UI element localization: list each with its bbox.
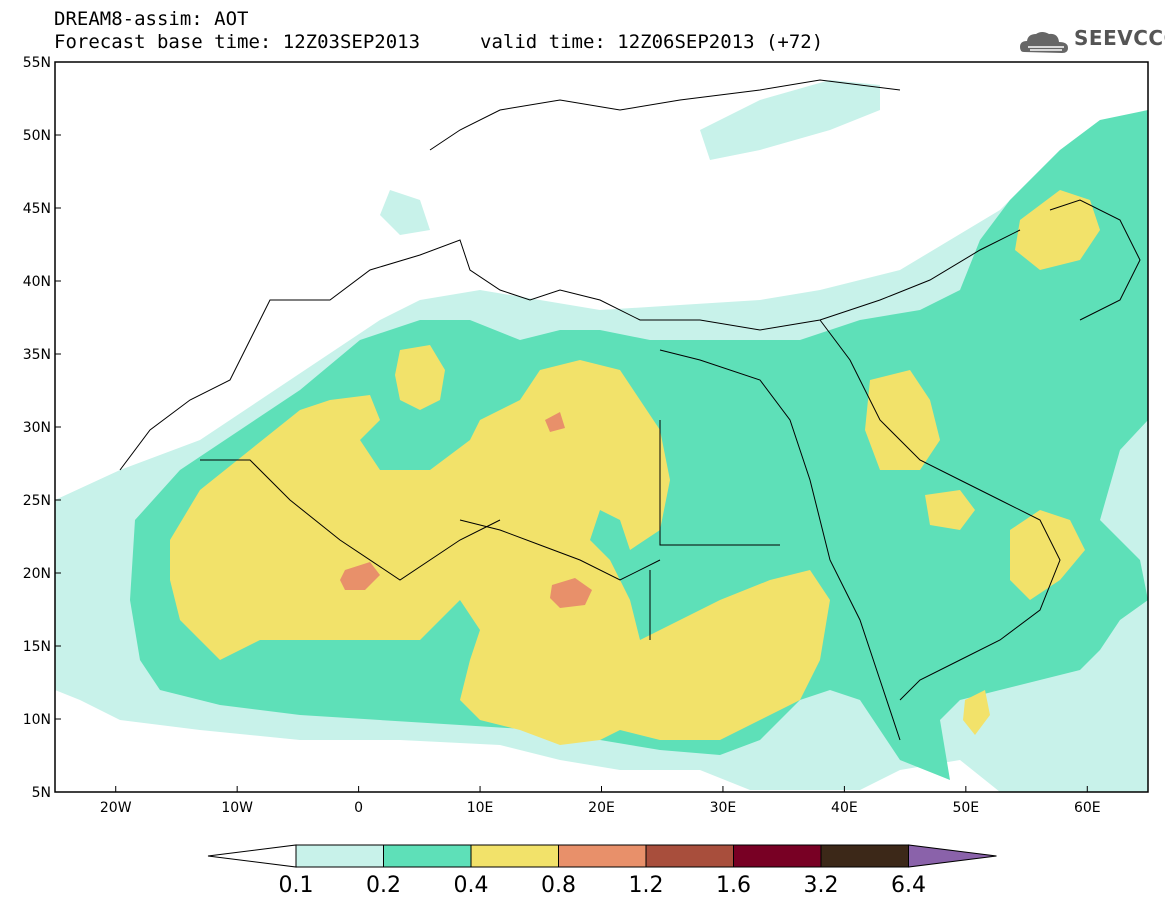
colorbar-swatch xyxy=(558,844,647,868)
y-tick-label: 45N xyxy=(23,201,51,217)
aot-area-0.4 xyxy=(1010,510,1085,600)
y-tick-label: 50N xyxy=(23,128,51,144)
colorbar-swatch xyxy=(820,844,909,868)
y-tick-label: 35N xyxy=(23,347,51,363)
aot-area-0.4 xyxy=(1015,190,1100,270)
y-tick-label: 20N xyxy=(23,566,51,582)
y-tick-label: 10N xyxy=(23,712,51,728)
x-tick-label: 10W xyxy=(221,800,253,816)
y-tick-label: 5N xyxy=(32,785,51,801)
valid-time: valid time: 12Z06SEP2013 (+72) xyxy=(480,31,824,53)
aot-area-0.8 xyxy=(340,562,380,590)
colorbar-label: 3.2 xyxy=(804,873,839,898)
colorbar: 0.1 0.2 0.4 0.8 1.2 1.6 3.2 6.4 xyxy=(207,844,997,898)
coastlines xyxy=(119,79,1141,741)
colorbar-swatch xyxy=(470,844,559,868)
colorbar-swatch xyxy=(645,844,734,868)
colorbar-swatch xyxy=(295,844,384,868)
aot-area-0.4 xyxy=(925,490,975,530)
x-tick-label: 0 xyxy=(354,800,363,816)
aot-area-0.1 xyxy=(55,580,80,650)
colorbar-label: 6.4 xyxy=(891,873,926,898)
y-axis: 55N 50N 45N 40N 35N 30N 25N 20N 15N 10N 5N xyxy=(23,55,61,801)
aot-area-0.1 xyxy=(380,190,430,235)
aot-area-0.1 xyxy=(700,80,880,160)
chart-title: DREAM8-assim: AOT xyxy=(54,8,249,30)
x-tick-label: 50E xyxy=(952,800,979,816)
colorbar-label: 0.8 xyxy=(541,873,576,898)
aot-area-0.4 xyxy=(395,345,445,410)
x-tick-label: 40E xyxy=(831,800,858,816)
x-tick-label: 20E xyxy=(588,800,615,816)
y-tick-label: 40N xyxy=(23,274,51,290)
y-tick-label: 15N xyxy=(23,639,51,655)
colorbar-swatch xyxy=(383,844,472,868)
aot-area-0.8 xyxy=(550,578,592,608)
x-axis: 20W 10W 0 10E 20E 30E 40E 50E 60E xyxy=(100,786,1101,816)
aot-area-0.4 xyxy=(170,360,830,745)
x-tick-label: 20W xyxy=(100,800,132,816)
aot-contours xyxy=(55,79,1148,792)
colorbar-swatch xyxy=(733,844,822,868)
colorbar-label: 0.2 xyxy=(366,873,401,898)
colorbar-label: 1.6 xyxy=(716,873,751,898)
y-tick-label: 25N xyxy=(23,493,51,509)
aot-area-0.8 xyxy=(545,412,565,432)
y-tick-label: 55N xyxy=(23,55,51,71)
colorbar-lower-extension xyxy=(207,844,297,868)
colorbar-label: 0.4 xyxy=(454,873,489,898)
x-tick-label: 30E xyxy=(710,800,737,816)
colorbar-upper-extension xyxy=(908,844,997,868)
y-tick-label: 30N xyxy=(23,420,51,436)
logo-text: SEEVCCC xyxy=(1074,26,1165,50)
aot-area-0.4 xyxy=(865,370,940,470)
colorbar-label: 1.2 xyxy=(629,873,664,898)
forecast-base-time: Forecast base time: 12Z03SEP2013 xyxy=(54,31,421,53)
aot-area-0.4 xyxy=(963,690,990,735)
x-tick-label: 10E xyxy=(467,800,494,816)
colorbar-label: 0.1 xyxy=(279,873,314,898)
cloud-logo-icon xyxy=(1020,32,1068,53)
x-tick-label: 60E xyxy=(1074,800,1101,816)
